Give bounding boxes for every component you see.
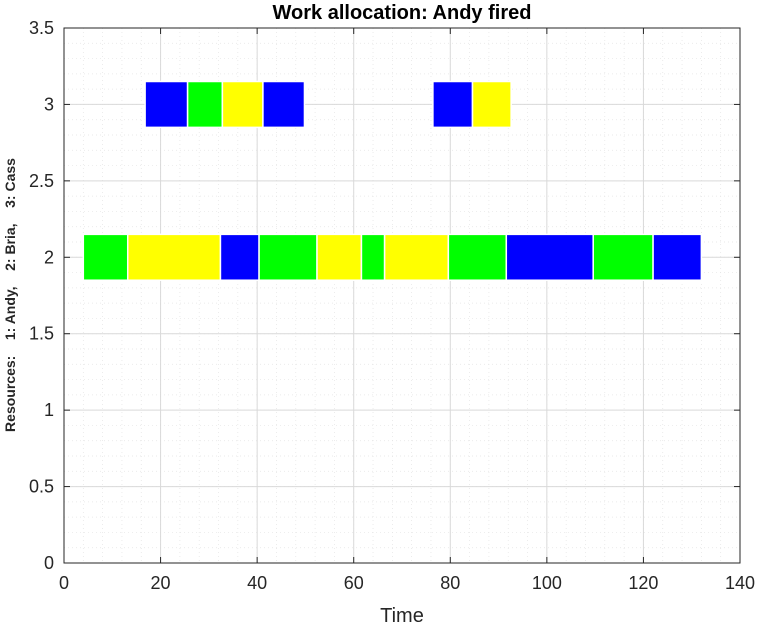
y-tick-labels: 0 0.5 1 1.5 2 2.5 3 3.5 <box>29 18 54 573</box>
task-bar-resource-2-green <box>447 233 508 281</box>
x-tick-label: 20 <box>151 573 171 593</box>
y-tick-label: 3 <box>44 94 54 114</box>
y-tick-label: 2.5 <box>29 171 54 191</box>
task-bar-resource-2-green <box>360 233 386 281</box>
y-tick-label: 1 <box>44 400 54 420</box>
y-tick-label: 0 <box>44 553 54 573</box>
task-bar-resource-3-green <box>186 80 224 129</box>
x-tick-label: 80 <box>440 573 460 593</box>
task-bars <box>82 80 703 281</box>
task-bar-resource-3-blue <box>262 80 306 129</box>
x-tick-labels: 0 20 40 60 80 100 120 140 <box>59 573 755 593</box>
task-bar-resource-2-blue <box>219 233 260 281</box>
task-bar-resource-2-green <box>258 233 318 281</box>
task-bar-resource-2-green <box>592 233 654 281</box>
task-bar-resource-3-yellow <box>471 80 512 129</box>
x-tick-label: 60 <box>344 573 364 593</box>
y-tick-label: 3.5 <box>29 18 54 38</box>
axes-box <box>63 27 741 564</box>
x-tick-label: 120 <box>628 573 658 593</box>
tick-marks <box>63 27 741 564</box>
task-bar-resource-2-blue <box>505 233 594 281</box>
task-bar-resource-3-yellow <box>221 80 264 129</box>
x-tick-label: 100 <box>532 573 562 593</box>
x-axis-label: Time <box>380 605 424 627</box>
task-bar-resource-2-yellow <box>316 233 363 281</box>
task-bar-resource-2-yellow <box>383 233 450 281</box>
task-bar-resource-2-blue <box>652 233 703 281</box>
x-tick-label: 0 <box>59 573 69 593</box>
x-tick-label: 140 <box>725 573 755 593</box>
y-tick-label: 2 <box>44 247 54 267</box>
y-axis-label: Resources: 1: Andy, 2: Bria, 3: Cass <box>2 158 18 432</box>
y-tick-label: 1.5 <box>29 324 54 344</box>
task-bar-resource-2-green <box>82 233 129 281</box>
chart-title: Work allocation: Andy fired <box>273 2 532 24</box>
y-tick-label: 0.5 <box>29 477 54 497</box>
x-tick-label: 40 <box>247 573 267 593</box>
task-bar-resource-3-blue <box>144 80 189 129</box>
task-bar-resource-2-yellow <box>126 233 222 281</box>
task-bar-resource-3-blue <box>432 80 474 129</box>
